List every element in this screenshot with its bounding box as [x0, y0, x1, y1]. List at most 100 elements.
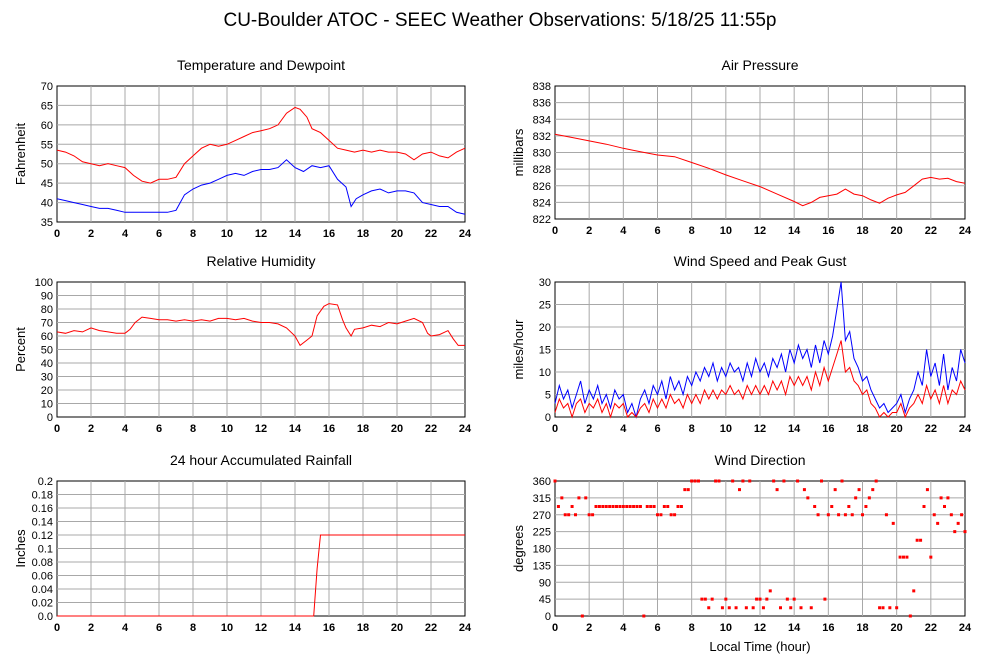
direction-point [738, 488, 741, 492]
direction-point [820, 479, 823, 483]
temperature-series-line-1 [56, 159, 466, 215]
humidity-x-tick-label: 0 [54, 423, 60, 435]
direction-point [597, 505, 601, 508]
wind-x-tick-label: 24 [959, 423, 972, 435]
direction-point [919, 538, 923, 542]
wind-x-tick-label: 6 [654, 423, 660, 435]
rain-x-tick-label: 10 [221, 622, 233, 634]
wind-x-tick-label: 20 [891, 423, 903, 435]
temperature-x-tick-label: 20 [391, 228, 403, 240]
direction-point [816, 513, 820, 517]
direction-point [775, 488, 779, 492]
temperature-x-tick-label: 10 [221, 228, 233, 240]
rain-title: 24 hour Accumulated Rainfall [170, 452, 352, 468]
direction-point [802, 488, 806, 492]
rain-x-tick-label: 2 [88, 622, 94, 634]
direction-x-tick-label: 24 [959, 622, 972, 634]
rain-y-tick-label: 0.04 [32, 584, 53, 596]
rain-y-tick-label: 0.0 [38, 611, 53, 623]
direction-point [717, 479, 721, 483]
direction-point [727, 606, 731, 610]
direction-point [847, 505, 851, 508]
wind-x-tick-label: 14 [788, 423, 801, 435]
temperature-x-tick-label: 2 [88, 228, 94, 240]
direction-point [792, 597, 796, 601]
direction-point [553, 479, 557, 483]
wind-x-tick-label: 18 [856, 423, 868, 435]
direction-point [652, 505, 656, 508]
rain-y-tick-label: 0.16 [32, 503, 53, 515]
direction-point [645, 505, 649, 508]
pressure-y-tick-label: 830 [533, 148, 551, 160]
direction-point [591, 513, 595, 517]
rain-y-axis-label: Inches [13, 529, 28, 568]
direction-point [707, 606, 711, 610]
direction-point [563, 513, 567, 517]
direction-point [567, 513, 571, 517]
direction-point [690, 479, 694, 483]
wind-y-tick-label: 20 [539, 322, 551, 334]
direction-point [878, 606, 882, 610]
rain-x-tick-label: 12 [255, 622, 267, 634]
direction-point [949, 513, 953, 517]
direction-point [936, 521, 940, 525]
direction-point [710, 597, 714, 601]
pressure-x-tick-label: 20 [891, 225, 903, 237]
direction-point [837, 513, 841, 517]
direction-point [621, 505, 625, 508]
temperature-x-tick-label: 0 [54, 228, 60, 240]
direction-point [833, 488, 837, 492]
temperature-x-tick-label: 18 [357, 228, 369, 240]
rain-x-tick-label: 24 [459, 622, 472, 634]
direction-point [782, 479, 786, 483]
temperature-x-tick-label: 24 [459, 228, 472, 240]
direction-point [577, 496, 581, 500]
pressure-y-tick-label: 828 [533, 164, 551, 176]
direction-x-tick-label: 6 [654, 622, 660, 634]
direction-point [939, 496, 943, 500]
direction-point [618, 505, 622, 508]
pressure-x-tick-label: 24 [959, 225, 972, 237]
pressure-series-line-0 [554, 133, 966, 207]
rain-x-tick-label: 18 [357, 622, 369, 634]
direction-x-tick-label: 8 [689, 622, 695, 634]
rain-x-tick-label: 20 [391, 622, 403, 634]
rain-x-tick-label: 4 [122, 622, 129, 634]
direction-point [659, 513, 663, 517]
direction-point [891, 521, 895, 525]
pressure-x-tick-label: 8 [689, 225, 695, 237]
temperature-x-tick-label: 12 [255, 228, 267, 240]
wind-series-line-0 [554, 281, 966, 419]
direction-point [850, 513, 854, 517]
direction-point [840, 479, 844, 483]
humidity-x-tick-label: 2 [88, 423, 94, 435]
direction-y-tick-label: 180 [533, 544, 551, 556]
direction-y-tick-label: 0 [545, 611, 551, 623]
direction-point [638, 505, 642, 508]
direction-point [871, 488, 875, 492]
temperature-y-tick-label: 35 [41, 217, 53, 229]
direction-point [649, 505, 653, 508]
direction-point [615, 505, 618, 508]
humidity-x-tick-label: 18 [357, 423, 369, 435]
direction-point [908, 614, 912, 618]
direction-y-tick-label: 90 [539, 577, 551, 589]
direction-point [881, 606, 885, 610]
direction-x-tick-label: 22 [925, 622, 937, 634]
direction-point [796, 479, 800, 483]
rain-y-tick-label: 0.1 [38, 544, 53, 556]
wind-y-tick-label: 0 [545, 412, 551, 424]
direction-point [720, 606, 724, 610]
humidity-y-tick-label: 100 [35, 277, 53, 289]
direction-point [905, 555, 909, 559]
pressure-x-tick-label: 4 [620, 225, 627, 237]
pressure-x-tick-label: 10 [720, 225, 732, 237]
humidity-y-tick-label: 20 [41, 385, 53, 397]
direction-x-tick-label: 12 [754, 622, 766, 634]
pressure-y-tick-label: 832 [533, 131, 551, 143]
direction-point [669, 513, 673, 517]
humidity-x-tick-label: 24 [459, 423, 472, 435]
direction-point [932, 513, 936, 517]
